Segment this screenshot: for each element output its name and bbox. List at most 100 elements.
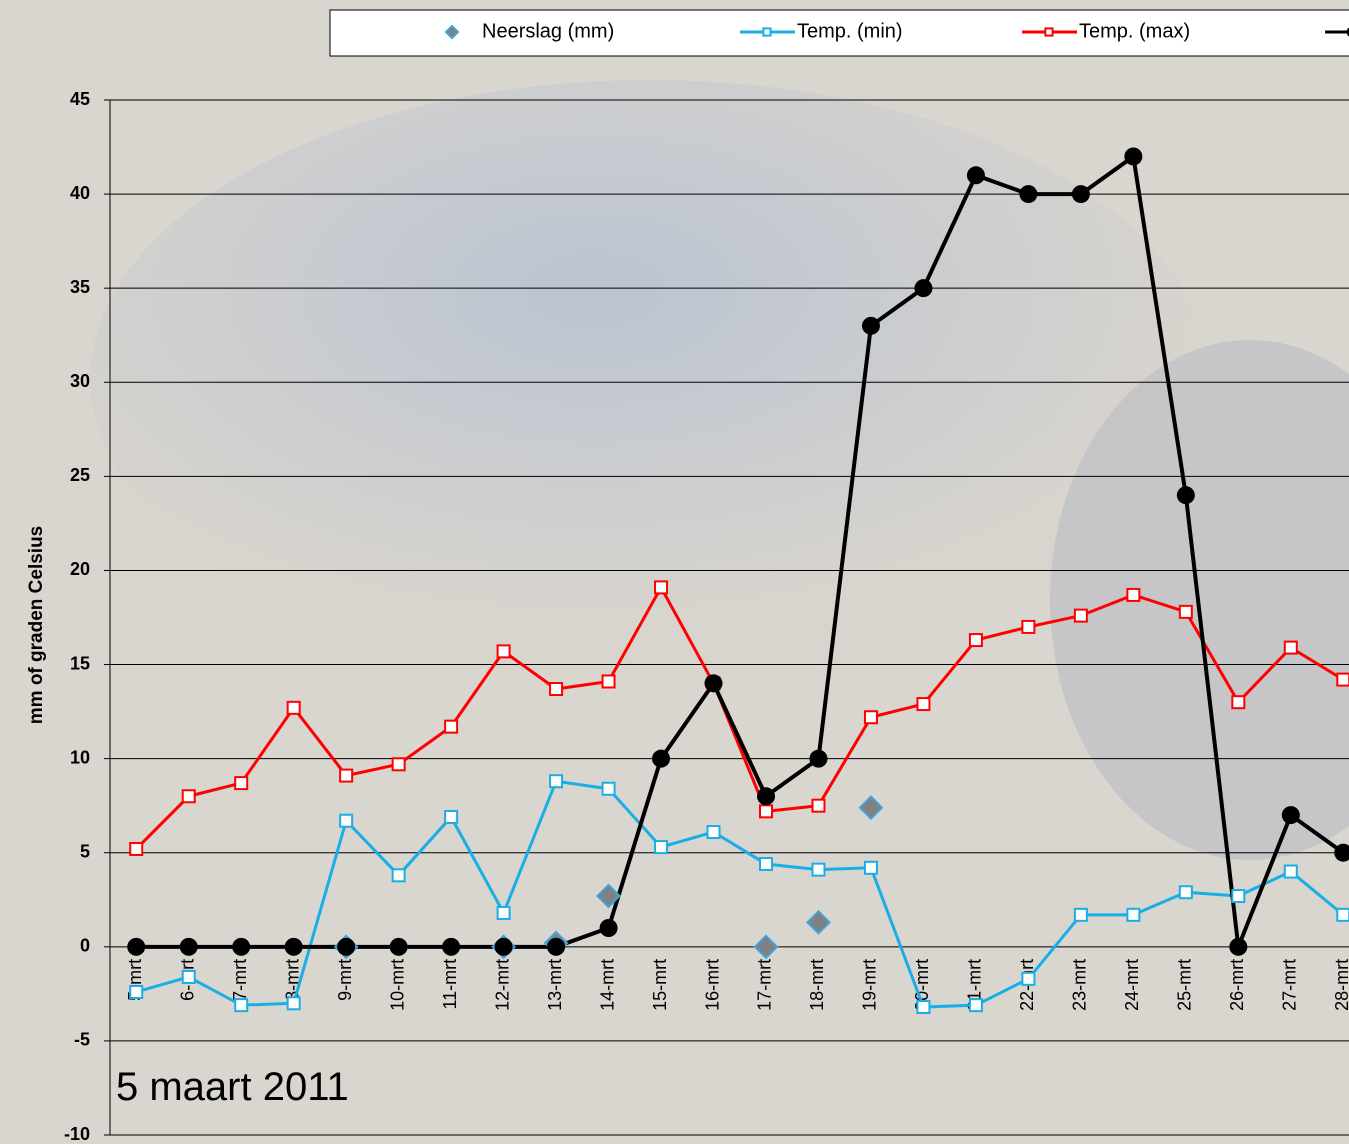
marker bbox=[550, 775, 562, 787]
y-tick-label: 35 bbox=[70, 277, 90, 297]
marker bbox=[1127, 909, 1139, 921]
marker bbox=[1022, 621, 1034, 633]
x-tick-label: 19-mrt bbox=[860, 959, 880, 1011]
y-tick-label: 30 bbox=[70, 371, 90, 391]
marker bbox=[862, 317, 880, 335]
marker bbox=[445, 811, 457, 823]
x-tick-label: 7-mrt bbox=[230, 959, 250, 1001]
page: mm of graden Celsius 5 maart 2011 -10 -5 0… bbox=[0, 0, 1349, 1144]
marker bbox=[652, 750, 670, 768]
marker bbox=[445, 721, 457, 733]
y-tick-label: 10 bbox=[70, 747, 90, 767]
marker bbox=[1229, 938, 1247, 956]
background-shape bbox=[90, 80, 1210, 680]
marker bbox=[967, 166, 985, 184]
y-tick-label: 40 bbox=[70, 183, 90, 203]
marker bbox=[498, 907, 510, 919]
x-tick-label: 26-mrt bbox=[1227, 959, 1247, 1011]
marker bbox=[442, 938, 460, 956]
marker bbox=[1075, 909, 1087, 921]
marker bbox=[1127, 589, 1139, 601]
marker bbox=[603, 783, 615, 795]
legend-label: Temp. (max) bbox=[1079, 20, 1190, 42]
x-tick-label: 17-mrt bbox=[755, 959, 775, 1011]
marker bbox=[127, 938, 145, 956]
x-tick-label: 15-mrt bbox=[650, 959, 670, 1011]
legend-label: Neerslag (mm) bbox=[482, 20, 614, 42]
marker bbox=[235, 999, 247, 1011]
marker bbox=[917, 1001, 929, 1013]
x-tick-label: 28-mrt bbox=[1332, 959, 1349, 1011]
marker bbox=[705, 674, 723, 692]
marker bbox=[760, 858, 772, 870]
marker bbox=[917, 698, 929, 710]
marker bbox=[1285, 866, 1297, 878]
marker bbox=[1022, 973, 1034, 985]
marker bbox=[1282, 806, 1300, 824]
y-tick-label: 15 bbox=[70, 653, 90, 673]
marker bbox=[655, 581, 667, 593]
marker bbox=[970, 634, 982, 646]
y-tick-label: -10 bbox=[64, 1124, 90, 1144]
x-tick-label: 25-mrt bbox=[1175, 959, 1195, 1011]
y-tick-label: 5 bbox=[80, 841, 90, 861]
marker bbox=[340, 770, 352, 782]
marker bbox=[390, 938, 408, 956]
marker bbox=[288, 997, 300, 1009]
marker bbox=[1232, 696, 1244, 708]
x-tick-label: 12-mrt bbox=[492, 959, 512, 1011]
x-tick-label: 14-mrt bbox=[597, 959, 617, 1011]
y-tick-label: 25 bbox=[70, 465, 90, 485]
x-tick-label: 13-mrt bbox=[545, 959, 565, 1011]
marker bbox=[1177, 486, 1195, 504]
marker bbox=[340, 815, 352, 827]
marker bbox=[1180, 606, 1192, 618]
marker bbox=[495, 938, 513, 956]
marker bbox=[603, 675, 615, 687]
marker bbox=[1124, 147, 1142, 165]
marker bbox=[914, 279, 932, 297]
y-tick-label: -5 bbox=[74, 1030, 90, 1050]
marker bbox=[1337, 674, 1349, 686]
x-tick-label: 16-mrt bbox=[702, 959, 722, 1011]
marker bbox=[130, 843, 142, 855]
x-tick-label: 24-mrt bbox=[1122, 959, 1142, 1011]
x-tick-label: 10-mrt bbox=[387, 959, 407, 1011]
marker bbox=[757, 787, 775, 805]
y-tick-label: 20 bbox=[70, 559, 90, 579]
y-tick-label: 0 bbox=[80, 936, 90, 956]
marker bbox=[865, 711, 877, 723]
marker bbox=[1232, 890, 1244, 902]
marker bbox=[600, 919, 618, 937]
marker bbox=[393, 869, 405, 881]
legend-marker bbox=[763, 28, 770, 35]
marker bbox=[337, 938, 355, 956]
marker bbox=[235, 777, 247, 789]
marker bbox=[232, 938, 250, 956]
marker bbox=[1019, 185, 1037, 203]
marker bbox=[547, 938, 565, 956]
marker bbox=[285, 938, 303, 956]
marker bbox=[288, 702, 300, 714]
marker bbox=[183, 971, 195, 983]
marker bbox=[1285, 642, 1297, 654]
marker bbox=[498, 645, 510, 657]
x-tick-label: 27-mrt bbox=[1280, 959, 1300, 1011]
x-tick-label: 9-mrt bbox=[335, 959, 355, 1001]
marker bbox=[970, 999, 982, 1011]
marker bbox=[708, 826, 720, 838]
x-tick-label: 23-mrt bbox=[1070, 959, 1090, 1011]
y-axis-label: mm of graden Celsius bbox=[26, 526, 47, 725]
marker bbox=[760, 805, 772, 817]
marker bbox=[812, 864, 824, 876]
marker bbox=[1075, 610, 1087, 622]
marker bbox=[393, 758, 405, 770]
marker bbox=[1180, 886, 1192, 898]
x-tick-label: 18-mrt bbox=[807, 959, 827, 1011]
marker bbox=[550, 683, 562, 695]
legend-marker bbox=[1045, 28, 1052, 35]
marker bbox=[1072, 185, 1090, 203]
marker bbox=[809, 750, 827, 768]
legend-label: Temp. (min) bbox=[797, 20, 903, 42]
annotation: 5 maart 2011 bbox=[116, 1065, 349, 1109]
